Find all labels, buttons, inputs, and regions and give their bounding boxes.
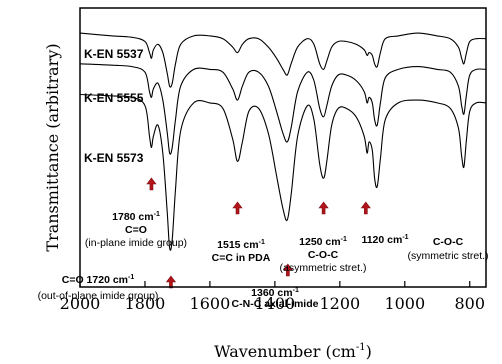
series-labels: K-EN 5537 K-EN 5555 K-EN 5573 <box>84 47 144 165</box>
x-axis-label-main: Wavenumber (cm <box>214 342 356 361</box>
series-line <box>79 32 487 88</box>
series-label: K-EN 5537 <box>84 47 144 61</box>
annotation-text: C=O <box>125 224 147 236</box>
annotation-text: C-O-C <box>308 249 339 261</box>
series-line <box>79 63 487 155</box>
annotation-text: (in-plane imide group) <box>85 237 187 249</box>
peak-arrows <box>146 177 371 289</box>
x-tick-label: 2000 <box>60 294 101 313</box>
peak-arrow <box>146 177 157 191</box>
annotations: 1780 cm-1C=O(in-plane imide group) C=O 17… <box>38 211 489 310</box>
series-line <box>79 93 487 251</box>
x-axis-label-end: ) <box>366 342 372 361</box>
peak-arrow <box>165 275 177 289</box>
spectra-curves <box>79 32 487 251</box>
annotation-text: C=C in PDA <box>212 252 271 264</box>
peak-arrow <box>318 201 329 215</box>
y-axis-label: Transmittance (arbitrary) <box>43 43 62 251</box>
annotation-text: C-N-C axial-imide <box>232 298 319 310</box>
annotation-text: 1120 cm-1 <box>361 234 408 246</box>
x-tick-label: 800 <box>454 294 485 313</box>
series-label: K-EN 5555 <box>84 91 144 105</box>
peak-arrow <box>360 201 371 215</box>
x-axis-label-sup: -1 <box>356 342 366 353</box>
annotation-text: C-O-C <box>433 236 464 248</box>
annotation-text: (symmetric stret.) <box>407 250 488 262</box>
series-label: K-EN 5573 <box>84 151 144 165</box>
x-tick-label: 1000 <box>384 294 425 313</box>
peak-arrow <box>282 263 293 277</box>
x-tick-label: 1400 <box>255 294 296 313</box>
annotation-text: 1360 cm-1 <box>251 287 299 299</box>
x-tick-label: 1600 <box>190 294 231 313</box>
x-axis-ticks: 2000 1800 1600 1400 1200 1000 800 <box>60 281 485 313</box>
x-tick-label: 1200 <box>319 294 360 313</box>
x-tick-label: 1800 <box>125 294 166 313</box>
x-axis-label: Wavenumber (cm-1) <box>214 342 372 361</box>
annotation-text: 1515 cm-1 <box>217 239 265 251</box>
annotation-text: 1780 cm-1 <box>112 211 160 223</box>
annotation-text: 1250 cm-1 <box>299 236 347 248</box>
peak-arrow <box>232 201 243 215</box>
annotation-text: C=O 1720 cm-1 <box>62 274 135 286</box>
plot-frame <box>79 7 487 288</box>
annotation-text: (out-of-plane imide group) <box>38 290 159 302</box>
annotation-text: (asymmetric stret.) <box>280 262 367 274</box>
